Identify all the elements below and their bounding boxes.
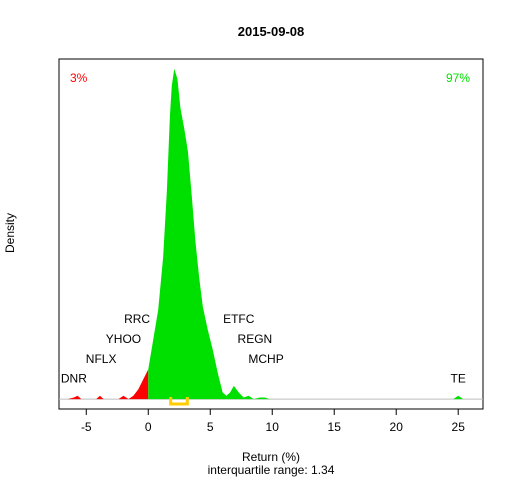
iqr-bracket xyxy=(169,397,189,406)
x-tick-label: 25 xyxy=(452,420,466,434)
x-axis: -5 0 5 10 15 20 25 xyxy=(59,408,483,434)
negative-percent-label: 3% xyxy=(70,71,88,85)
annotation-regn: REGN xyxy=(238,332,273,346)
annotation-nflx: NFLX xyxy=(86,352,117,366)
annotation-mchp: MCHP xyxy=(248,352,283,366)
x-tick-label: 5 xyxy=(207,420,214,434)
positive-density-area xyxy=(148,68,464,400)
x-tick-label: 15 xyxy=(328,420,342,434)
x-tick-label: 20 xyxy=(390,420,404,434)
annotation-etfc: ETFC xyxy=(223,312,255,326)
positive-percent-label: 97% xyxy=(446,71,470,85)
x-axis-label: Return (%) xyxy=(242,450,300,464)
y-axis-label: Density xyxy=(3,213,17,253)
iqr-subtitle: interquartile range: 1.34 xyxy=(208,463,335,477)
annotation-dnr: DNR xyxy=(61,372,87,386)
x-tick-label: 0 xyxy=(145,420,152,434)
annotation-te: TE xyxy=(451,372,466,386)
x-tick-label: 10 xyxy=(266,420,280,434)
negative-density-area xyxy=(67,369,149,400)
annotation-yhoo: YHOO xyxy=(106,332,141,346)
chart-title: 2015-09-08 xyxy=(238,24,305,39)
annotation-rrc: RRC xyxy=(124,312,150,326)
x-tick-label: -5 xyxy=(81,420,92,434)
outlier-annotations: DNR NFLX YHOO RRC ETFC REGN MCHP TE xyxy=(61,312,466,385)
